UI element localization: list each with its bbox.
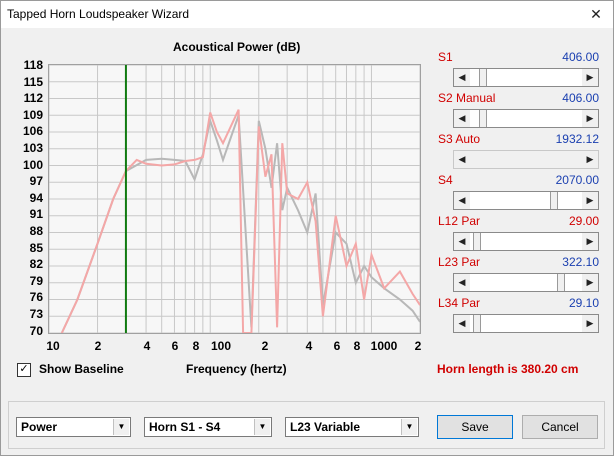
slider-label: L23 Par xyxy=(438,255,481,269)
plot-svg xyxy=(49,65,420,333)
y-tick-label: 112 xyxy=(23,91,43,106)
chevron-left-icon[interactable]: ◀ xyxy=(454,151,470,168)
x-tick-label: 2 xyxy=(94,339,102,353)
y-tick-label: 70 xyxy=(29,323,43,338)
close-icon[interactable]: ✕ xyxy=(590,6,602,22)
slider-label: L34 Par xyxy=(438,296,481,310)
variable-combo-value: L23 Variable xyxy=(290,420,361,434)
x-tick-label: 8 xyxy=(192,339,200,353)
x-tick-label: 8 xyxy=(353,339,361,353)
slider-value: 406.00 xyxy=(562,91,599,105)
slider-track[interactable]: ◀ ▶ xyxy=(453,273,599,292)
y-tick-label: 115 xyxy=(23,74,43,89)
baseline-series-line xyxy=(60,114,420,333)
x-tick-label: 4 xyxy=(305,339,313,353)
slider-thumb[interactable] xyxy=(479,69,488,86)
chevron-left-icon[interactable]: ◀ xyxy=(454,274,470,291)
chevron-right-icon[interactable]: ▶ xyxy=(582,192,598,209)
slider-value: 322.10 xyxy=(562,255,599,269)
y-tick-label: 85 xyxy=(29,240,43,255)
horn-combo-value: Horn S1 - S4 xyxy=(149,420,221,434)
slider-thumb[interactable] xyxy=(557,274,566,291)
chevron-down-icon[interactable]: ▼ xyxy=(401,419,417,435)
y-tick-label: 82 xyxy=(29,257,43,272)
slider-value: 2070.00 xyxy=(555,173,599,187)
slider-value: 1932.12 xyxy=(555,132,599,146)
slider-thumb[interactable] xyxy=(550,192,559,209)
slider-track[interactable]: ◀ ▶ xyxy=(453,191,599,210)
title-bar: Tapped Horn Loudspeaker Wizard ✕ xyxy=(1,1,613,28)
slider-thumb[interactable] xyxy=(473,233,482,250)
chevron-left-icon[interactable]: ◀ xyxy=(454,110,470,127)
x-tick-label: 1000 xyxy=(370,339,398,353)
chevron-right-icon[interactable]: ▶ xyxy=(582,274,598,291)
horn-combo[interactable]: Horn S1 - S4 ▼ xyxy=(144,417,272,437)
slider-track[interactable]: ◀ ▶ xyxy=(453,68,599,87)
x-tick-label: 10 xyxy=(46,339,60,353)
current-series-line xyxy=(60,109,420,333)
slider-thumb[interactable] xyxy=(479,110,488,127)
y-tick-label: 76 xyxy=(29,290,43,305)
x-tick-label: 2 xyxy=(414,339,422,353)
mode-combo[interactable]: Power ▼ xyxy=(16,417,131,437)
x-tick-label: 4 xyxy=(143,339,151,353)
slider-label: S2 Manual xyxy=(438,91,496,105)
cancel-button[interactable]: Cancel xyxy=(522,415,598,439)
x-tick-label: 6 xyxy=(333,339,341,353)
slider-track[interactable]: ◀ ▶ xyxy=(453,109,599,128)
chevron-left-icon[interactable]: ◀ xyxy=(454,315,470,332)
show-baseline-label[interactable]: Show Baseline xyxy=(39,362,124,376)
chevron-left-icon[interactable]: ◀ xyxy=(454,192,470,209)
y-tick-label: 94 xyxy=(29,190,43,205)
horn-length-text: Horn length is 380.20 cm xyxy=(437,362,579,376)
slider-thumb[interactable] xyxy=(473,315,482,332)
y-tick-label: 91 xyxy=(29,207,43,222)
slider-value: 406.00 xyxy=(562,50,599,64)
slider-track[interactable]: ◀ ▶ xyxy=(453,314,599,333)
chevron-down-icon[interactable]: ▼ xyxy=(113,419,129,435)
window-title: Tapped Horn Loudspeaker Wizard xyxy=(7,7,190,21)
slider-label: S1 xyxy=(438,50,453,64)
chevron-down-icon[interactable]: ▼ xyxy=(254,419,270,435)
slider-value: 29.00 xyxy=(568,214,599,228)
y-tick-label: 118 xyxy=(23,58,43,72)
slider-label: S3 Auto xyxy=(438,132,481,146)
x-tick-label: 6 xyxy=(171,339,179,353)
slider-label: S4 xyxy=(438,173,453,187)
slider-track[interactable]: ◀ ▶ xyxy=(453,232,599,251)
x-tick-label: 2 xyxy=(261,339,269,353)
slider-track[interactable]: ◀ ▶ xyxy=(453,150,599,169)
mode-combo-value: Power xyxy=(21,420,58,434)
y-tick-label: 79 xyxy=(29,273,43,288)
chart-title: Acoustical Power (dB) xyxy=(173,40,301,54)
show-baseline-checkbox[interactable]: ✓ xyxy=(17,363,31,377)
y-tick-label: 103 xyxy=(22,141,43,155)
bottom-group xyxy=(8,401,605,449)
chevron-right-icon[interactable]: ▶ xyxy=(582,151,598,168)
x-tick-label: 100 xyxy=(210,339,232,353)
y-tick-label: 73 xyxy=(29,307,43,321)
y-tick-label: 97 xyxy=(29,174,43,189)
chevron-right-icon[interactable]: ▶ xyxy=(582,69,598,86)
chevron-left-icon[interactable]: ◀ xyxy=(454,69,470,86)
y-tick-label: 106 xyxy=(22,124,43,139)
save-button[interactable]: Save xyxy=(437,415,513,439)
plot-area xyxy=(48,64,421,334)
slider-value: 29.10 xyxy=(568,296,599,310)
y-tick-label: 100 xyxy=(22,157,43,172)
slider-label: L12 Par xyxy=(438,214,481,228)
variable-combo[interactable]: L23 Variable ▼ xyxy=(285,417,419,437)
chevron-right-icon[interactable]: ▶ xyxy=(582,315,598,332)
y-tick-label: 88 xyxy=(29,224,43,238)
chevron-right-icon[interactable]: ▶ xyxy=(582,110,598,127)
y-tick-label: 109 xyxy=(22,107,43,122)
chevron-left-icon[interactable]: ◀ xyxy=(454,233,470,250)
chevron-right-icon[interactable]: ▶ xyxy=(582,233,598,250)
x-axis-title: Frequency (hertz) xyxy=(186,362,287,376)
